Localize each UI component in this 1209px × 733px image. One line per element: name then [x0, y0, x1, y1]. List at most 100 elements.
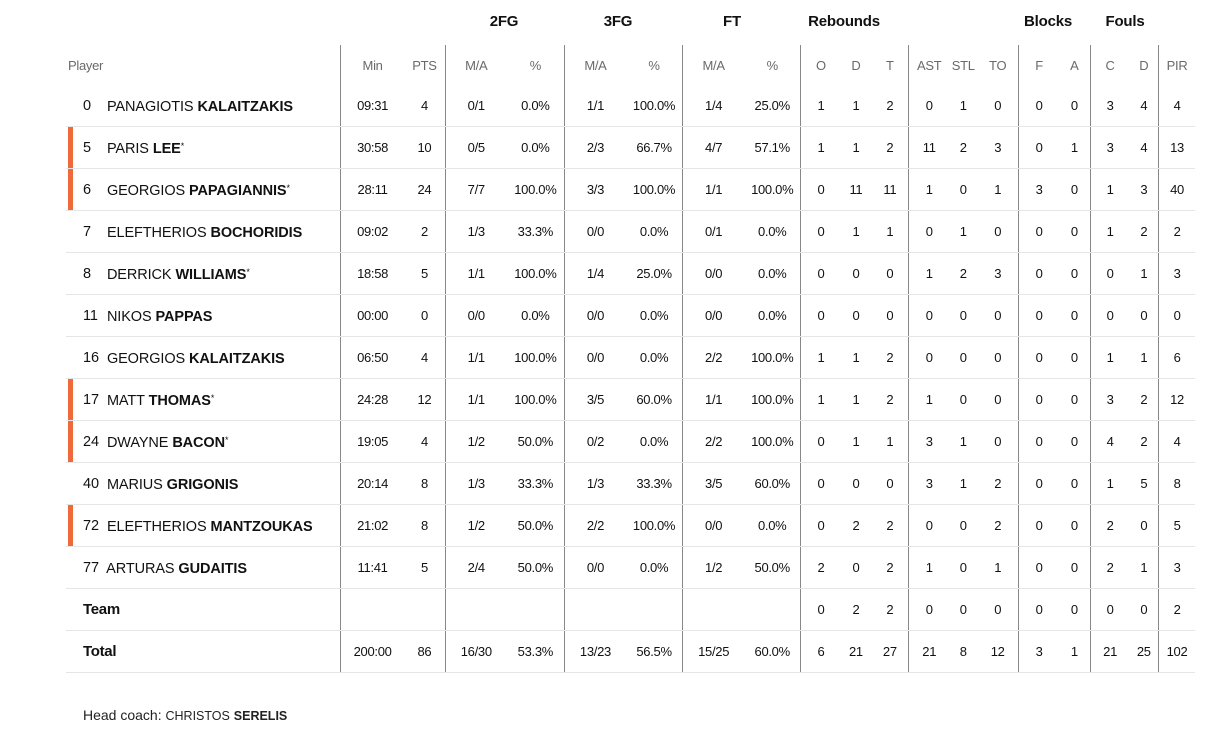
stat-pir: 5: [1158, 504, 1195, 547]
team-ast: 0: [908, 588, 950, 631]
stat-foul-c: 3: [1089, 126, 1130, 169]
stat-ft-pct: 0.0%: [743, 252, 801, 295]
player-name-cell[interactable]: 11 NIKOS PAPPAS: [66, 294, 341, 337]
stat-foul-d: 2: [1129, 378, 1159, 421]
total-foul-d: 25: [1129, 630, 1159, 673]
stat-2fg-pct: 0.0%: [506, 294, 565, 337]
total-ft: 15/25: [682, 630, 744, 673]
player-first-name: DWAYNE: [106, 434, 169, 451]
head-coach-last: SERELIS: [233, 709, 288, 723]
col-ft-pct: %: [766, 57, 779, 73]
stat-2fg-pct: 0.0%: [506, 126, 565, 169]
stat-blk-f: 0: [1018, 420, 1060, 463]
team-reb-t: 2: [871, 588, 909, 631]
stat-reb-t: 11: [871, 168, 909, 211]
stat-pts: 10: [403, 126, 446, 169]
player-last-name: MANTZOUKAS: [210, 518, 313, 535]
stat-pir: 12: [1158, 378, 1195, 421]
team-blk-a: 0: [1059, 588, 1091, 631]
player-name-cell[interactable]: 72 ELEFTHERIOS MANTZOUKAS: [66, 504, 341, 547]
stat-3fg-pct: 0.0%: [625, 546, 683, 589]
stat-2fg: 1/2: [444, 504, 507, 547]
stat-3fg-pct: 100.0%: [625, 85, 683, 127]
player-name-cell[interactable]: 17 MATT THOMAS*: [66, 378, 341, 421]
col-2fg-pct: %: [529, 57, 542, 73]
col-foul-c: C: [1089, 45, 1130, 85]
player-number: 72: [83, 518, 99, 535]
team-reb-d: 2: [840, 588, 872, 631]
stat-blk-a: 0: [1059, 252, 1091, 295]
player-name-cell[interactable]: 24 DWAYNE BACON*: [66, 420, 341, 463]
stat-blk-a: 0: [1059, 378, 1091, 421]
stat-2fg: 7/7: [444, 168, 507, 211]
player-row: 72 ELEFTHERIOS MANTZOUKAS 21:02 8 1/2 50.0% 2…: [66, 504, 1195, 547]
stat-foul-d: 1: [1129, 252, 1159, 295]
stat-ast: 0: [908, 294, 950, 337]
player-starter-star: *: [224, 434, 229, 445]
stat-ft-pct: 0.0%: [743, 504, 801, 547]
player-name-cell[interactable]: 77 ARTURAS GUDAITIS: [66, 546, 341, 589]
stat-to: 0: [977, 420, 1019, 463]
player-last-name: PAPPAS: [155, 308, 213, 325]
stat-reb-d: 11: [840, 168, 872, 211]
stat-to: 0: [977, 85, 1019, 127]
total-pts: 86: [403, 630, 446, 673]
stat-reb-d: 2: [840, 504, 872, 547]
stat-3fg: 0/0: [564, 546, 626, 589]
stat-2fg-pct: 33.3%: [506, 462, 565, 505]
stat-stl: 0: [949, 336, 978, 379]
player-number: 40: [83, 476, 99, 493]
stat-min: 11:41: [340, 546, 404, 589]
stat-2fg-pct: 100.0%: [506, 336, 565, 379]
stat-pir: 2: [1158, 210, 1195, 253]
stat-ft-pct: 100.0%: [743, 336, 801, 379]
player-row: 5 PARIS LEE* 30:58 10 0/5 0.0% 2/3 66.7% 4/7 57.…: [66, 126, 1195, 169]
stat-ast: 11: [908, 126, 950, 169]
stat-to: 0: [977, 210, 1019, 253]
stat-3fg: 2/3: [564, 126, 626, 169]
stat-stl: 0: [949, 168, 978, 211]
player-name-cell[interactable]: 7 ELEFTHERIOS BOCHORIDIS: [66, 210, 341, 253]
stat-ft: 0/0: [682, 294, 744, 337]
stat-pts: 0: [403, 294, 446, 337]
col-2fg-ma: M/A: [444, 45, 507, 85]
stat-pts: 4: [403, 336, 446, 379]
stat-ft: 2/2: [682, 420, 744, 463]
col-foul-d: D: [1139, 57, 1149, 73]
stat-pir: 8: [1158, 462, 1195, 505]
stat-foul-c: 3: [1089, 85, 1130, 127]
stat-2fg-pct: 100.0%: [506, 252, 565, 295]
stat-2fg-pct: 0.0%: [506, 85, 565, 127]
team-stl: 0: [949, 588, 978, 631]
stat-min: 00:00: [340, 294, 404, 337]
player-name-cell[interactable]: 40 MARIUS GRIGONIS: [66, 462, 341, 505]
stat-reb-o: 0: [800, 294, 841, 337]
stat-reb-o: 2: [800, 546, 841, 589]
stat-reb-o: 0: [800, 252, 841, 295]
stat-blk-f: 0: [1018, 336, 1060, 379]
total-to: 12: [977, 630, 1019, 673]
player-name-cell[interactable]: 8 DERRICK WILLIAMS*: [66, 252, 341, 295]
player-number: 24: [83, 434, 99, 451]
player-name-cell[interactable]: 6 GEORGIOS PAPAGIANNIS*: [66, 168, 341, 211]
stat-ft-pct: 60.0%: [743, 462, 801, 505]
stat-foul-c: 2: [1089, 504, 1130, 547]
player-number: 77: [83, 560, 99, 577]
stat-2fg: 0/5: [444, 126, 507, 169]
stat-pir: 4: [1158, 85, 1195, 127]
head-coach-first: CHRISTOS: [165, 709, 230, 723]
stat-3fg: 0/0: [564, 336, 626, 379]
stat-pts: 4: [403, 420, 446, 463]
player-row: 8 DERRICK WILLIAMS* 18:58 5 1/1 100.0% 1/4 25.…: [66, 252, 1195, 295]
stat-blk-a: 0: [1059, 546, 1091, 589]
stat-blk-a: 0: [1059, 420, 1091, 463]
stat-2fg: 0/0: [444, 294, 507, 337]
head-coach-prefix: Head coach:: [83, 707, 162, 723]
player-first-name: NIKOS: [106, 308, 152, 325]
stat-min: 21:02: [340, 504, 404, 547]
stat-stl: 1: [949, 420, 978, 463]
player-name-cell[interactable]: 5 PARIS LEE*: [66, 126, 341, 169]
player-number: 16: [83, 350, 99, 367]
player-name-cell[interactable]: 16 GEORGIOS KALAITZAKIS: [66, 336, 341, 379]
player-name-cell[interactable]: 0 PANAGIOTIS KALAITZAKIS: [66, 85, 341, 127]
